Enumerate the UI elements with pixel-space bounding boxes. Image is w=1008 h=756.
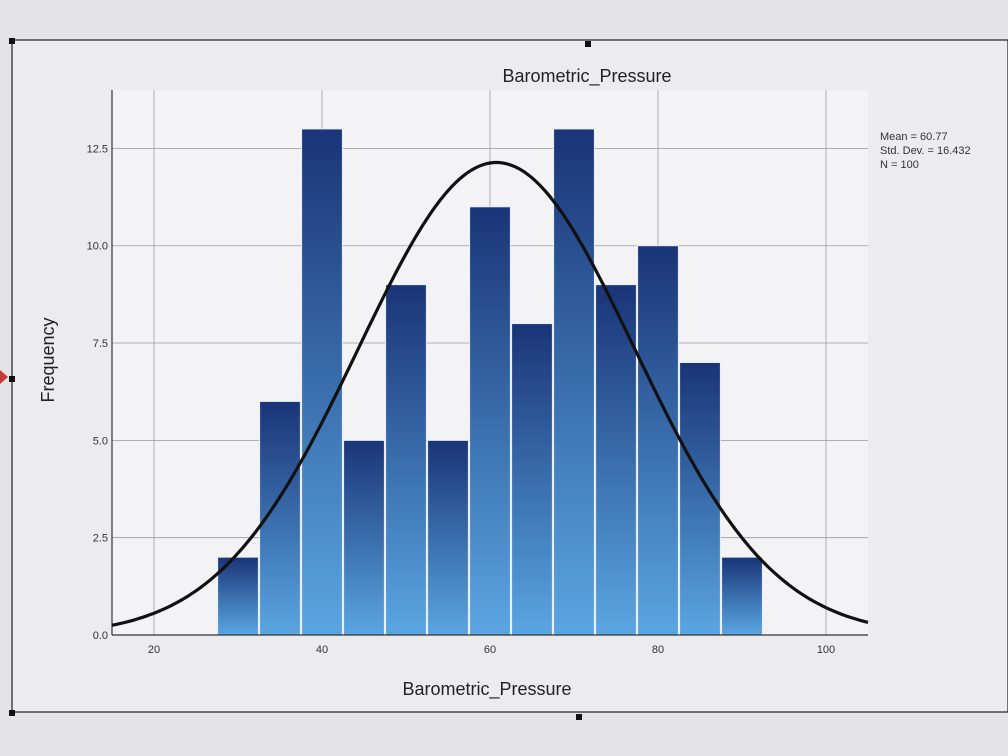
stats-n: N = 100 — [880, 159, 919, 171]
y-tick-label: 5.0 — [93, 435, 108, 447]
frame-handle-left-mid[interactable] — [9, 376, 15, 382]
y-tick-label: 2.5 — [93, 533, 108, 545]
x-tick-label: 40 — [316, 644, 328, 656]
y-tick-label: 0.0 — [93, 630, 108, 642]
x-tick-label: 100 — [817, 644, 835, 656]
histogram-bar — [511, 323, 553, 636]
stats-std-dev: Std. Dev. = 16.432 — [880, 145, 971, 157]
histogram-bar — [427, 439, 469, 636]
y-tick-label: 7.5 — [93, 338, 108, 350]
stats-mean: Mean = 60.77 — [880, 131, 948, 143]
stats-box: Mean = 60.77 Std. Dev. = 16.432 N = 100 — [880, 131, 971, 171]
histogram-bar — [385, 284, 427, 636]
histogram-bar — [343, 439, 385, 636]
side-marker-icon — [0, 370, 8, 384]
x-tick-label: 20 — [148, 644, 160, 656]
chart-title: Barometric_Pressure — [502, 66, 671, 87]
histogram-bar — [637, 245, 679, 636]
frame-handle-top[interactable] — [585, 41, 591, 47]
histogram-bar — [721, 556, 763, 636]
histogram-bar — [301, 128, 343, 636]
frame-handle-left-bottom[interactable] — [9, 710, 15, 716]
x-axis-label: Barometric_Pressure — [402, 679, 571, 700]
frame-handle-bottom[interactable] — [576, 714, 582, 720]
y-tick-label: 12.5 — [87, 143, 108, 155]
y-tick-label: 10.0 — [87, 241, 108, 253]
y-axis-label: Frequency — [38, 317, 58, 402]
frame-handle-left-top[interactable] — [9, 38, 15, 44]
histogram-bar — [217, 556, 259, 636]
normal-curve — [111, 160, 869, 627]
histogram-bar — [595, 284, 637, 636]
histogram-bar — [553, 128, 595, 636]
histogram-bar — [469, 206, 511, 636]
x-tick-label: 60 — [484, 644, 496, 656]
x-tick-label: 80 — [652, 644, 664, 656]
